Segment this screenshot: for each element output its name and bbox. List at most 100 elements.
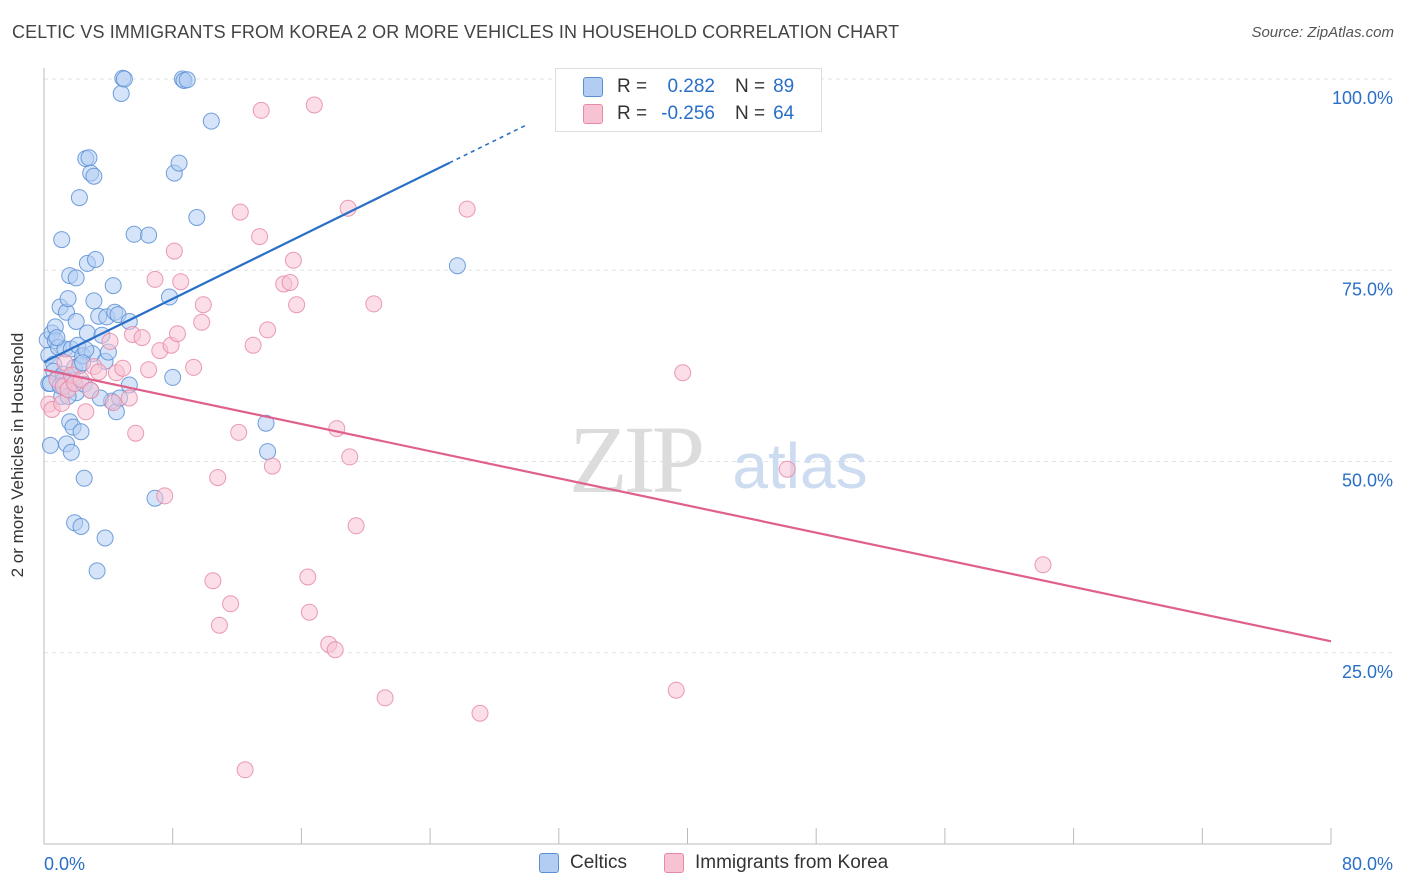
watermark-zip: ZIP	[569, 406, 702, 513]
grid-layer	[44, 78, 1392, 654]
point-korea	[140, 361, 158, 379]
y-axis-label: 2 or more Vehicles in Household	[8, 332, 27, 578]
point-korea	[77, 403, 95, 421]
point-celtics	[80, 149, 98, 167]
point-celtics	[178, 71, 196, 89]
point-korea	[259, 321, 277, 339]
y-tick-label: 25.0%	[1342, 662, 1393, 682]
tick-labels-layer: 25.0% 50.0% 75.0% 100.0% 0.0% 80.0%	[44, 88, 1393, 874]
point-celtics	[72, 518, 90, 535]
point-korea	[244, 336, 262, 354]
point-celtics	[67, 269, 85, 287]
legend-n-value: 89	[773, 76, 795, 97]
point-korea	[127, 424, 145, 442]
point-korea	[458, 200, 476, 218]
point-celtics	[88, 562, 106, 580]
point-celtics	[62, 443, 80, 461]
y-tick-label: 100.0%	[1332, 88, 1393, 108]
legend-swatch-korea	[583, 104, 603, 124]
point-celtics	[72, 423, 90, 441]
y-tick-label: 75.0%	[1342, 279, 1393, 299]
point-korea	[101, 332, 119, 350]
stats-legend: R = 0.282 N = 89 R = -0.256 N = 64	[555, 68, 822, 132]
point-korea	[104, 394, 122, 412]
point-korea	[236, 761, 254, 779]
point-korea	[471, 704, 489, 722]
point-korea	[300, 603, 318, 621]
point-celtics	[164, 368, 182, 386]
point-celtics	[125, 225, 143, 243]
point-korea	[204, 572, 222, 590]
point-korea	[305, 96, 323, 114]
watermark: ZIP atlas	[569, 406, 868, 513]
y-tick-label: 50.0%	[1342, 471, 1393, 491]
point-celtics	[448, 257, 466, 275]
point-korea	[90, 363, 108, 381]
point-korea	[193, 313, 211, 331]
point-korea	[328, 420, 346, 438]
point-korea	[82, 381, 100, 399]
point-celtics	[67, 313, 85, 330]
point-korea	[778, 460, 796, 478]
watermark-atlas: atlas	[732, 430, 867, 502]
point-celtics	[48, 329, 66, 347]
point-korea	[146, 270, 164, 288]
point-korea	[339, 199, 357, 217]
point-korea	[284, 251, 302, 269]
point-korea	[230, 423, 248, 441]
points-layer	[38, 69, 1052, 779]
point-korea	[667, 681, 685, 699]
bottom-legend-label-korea: Immigrants from Korea	[695, 852, 889, 873]
point-korea	[209, 469, 227, 487]
bottom-legend-swatch-korea	[664, 853, 684, 873]
trendline-celtics	[43, 161, 450, 364]
point-celtics	[170, 154, 188, 172]
chart-source: Source: ZipAtlas.com	[1251, 24, 1394, 41]
axes-layer	[43, 68, 1332, 845]
point-celtics	[259, 443, 277, 461]
point-celtics	[75, 469, 93, 487]
bottom-legend-label-celtics: Celtics	[570, 852, 628, 873]
point-korea	[347, 517, 365, 535]
point-celtics	[87, 251, 104, 268]
point-korea	[674, 364, 692, 382]
trend-layer	[43, 124, 1332, 643]
point-celtics	[188, 209, 206, 226]
point-korea	[165, 242, 183, 260]
legend-r-label: R =	[617, 103, 648, 124]
point-korea	[376, 689, 394, 707]
point-korea	[288, 296, 306, 314]
point-korea	[281, 274, 299, 291]
legend-r-value: -0.256	[661, 103, 715, 124]
point-korea	[210, 616, 228, 634]
point-korea	[299, 568, 317, 586]
point-celtics	[96, 529, 114, 547]
point-celtics	[112, 85, 130, 102]
legend-row-korea: R = -0.256 N = 64	[556, 100, 794, 128]
point-korea	[341, 448, 359, 466]
legend-row-celtics: R = 0.282 N = 89	[556, 73, 794, 101]
legend-r-value: 0.282	[667, 76, 715, 97]
point-celtics	[115, 70, 133, 88]
point-celtics	[59, 290, 77, 308]
point-korea	[194, 296, 212, 314]
point-korea	[251, 228, 269, 246]
x-tick-label: 80.0%	[1342, 854, 1393, 874]
legend-n-label: N =	[735, 76, 766, 97]
point-korea	[156, 487, 174, 505]
point-celtics	[202, 112, 220, 130]
point-korea	[1034, 556, 1052, 574]
point-celtics	[41, 436, 59, 454]
point-celtics	[140, 226, 158, 244]
point-celtics	[85, 292, 103, 310]
legend-swatch-celtics	[583, 77, 603, 97]
point-korea	[365, 295, 383, 313]
trendline-celtics-extension	[449, 124, 527, 164]
legend-n-label: N =	[735, 103, 766, 124]
point-korea	[263, 457, 281, 475]
bottom-legend-swatch-celtics	[539, 853, 559, 873]
bottom-legend-celtics: Celtics	[539, 852, 627, 874]
x-tick-label: 0.0%	[44, 854, 85, 874]
point-korea	[120, 389, 138, 407]
